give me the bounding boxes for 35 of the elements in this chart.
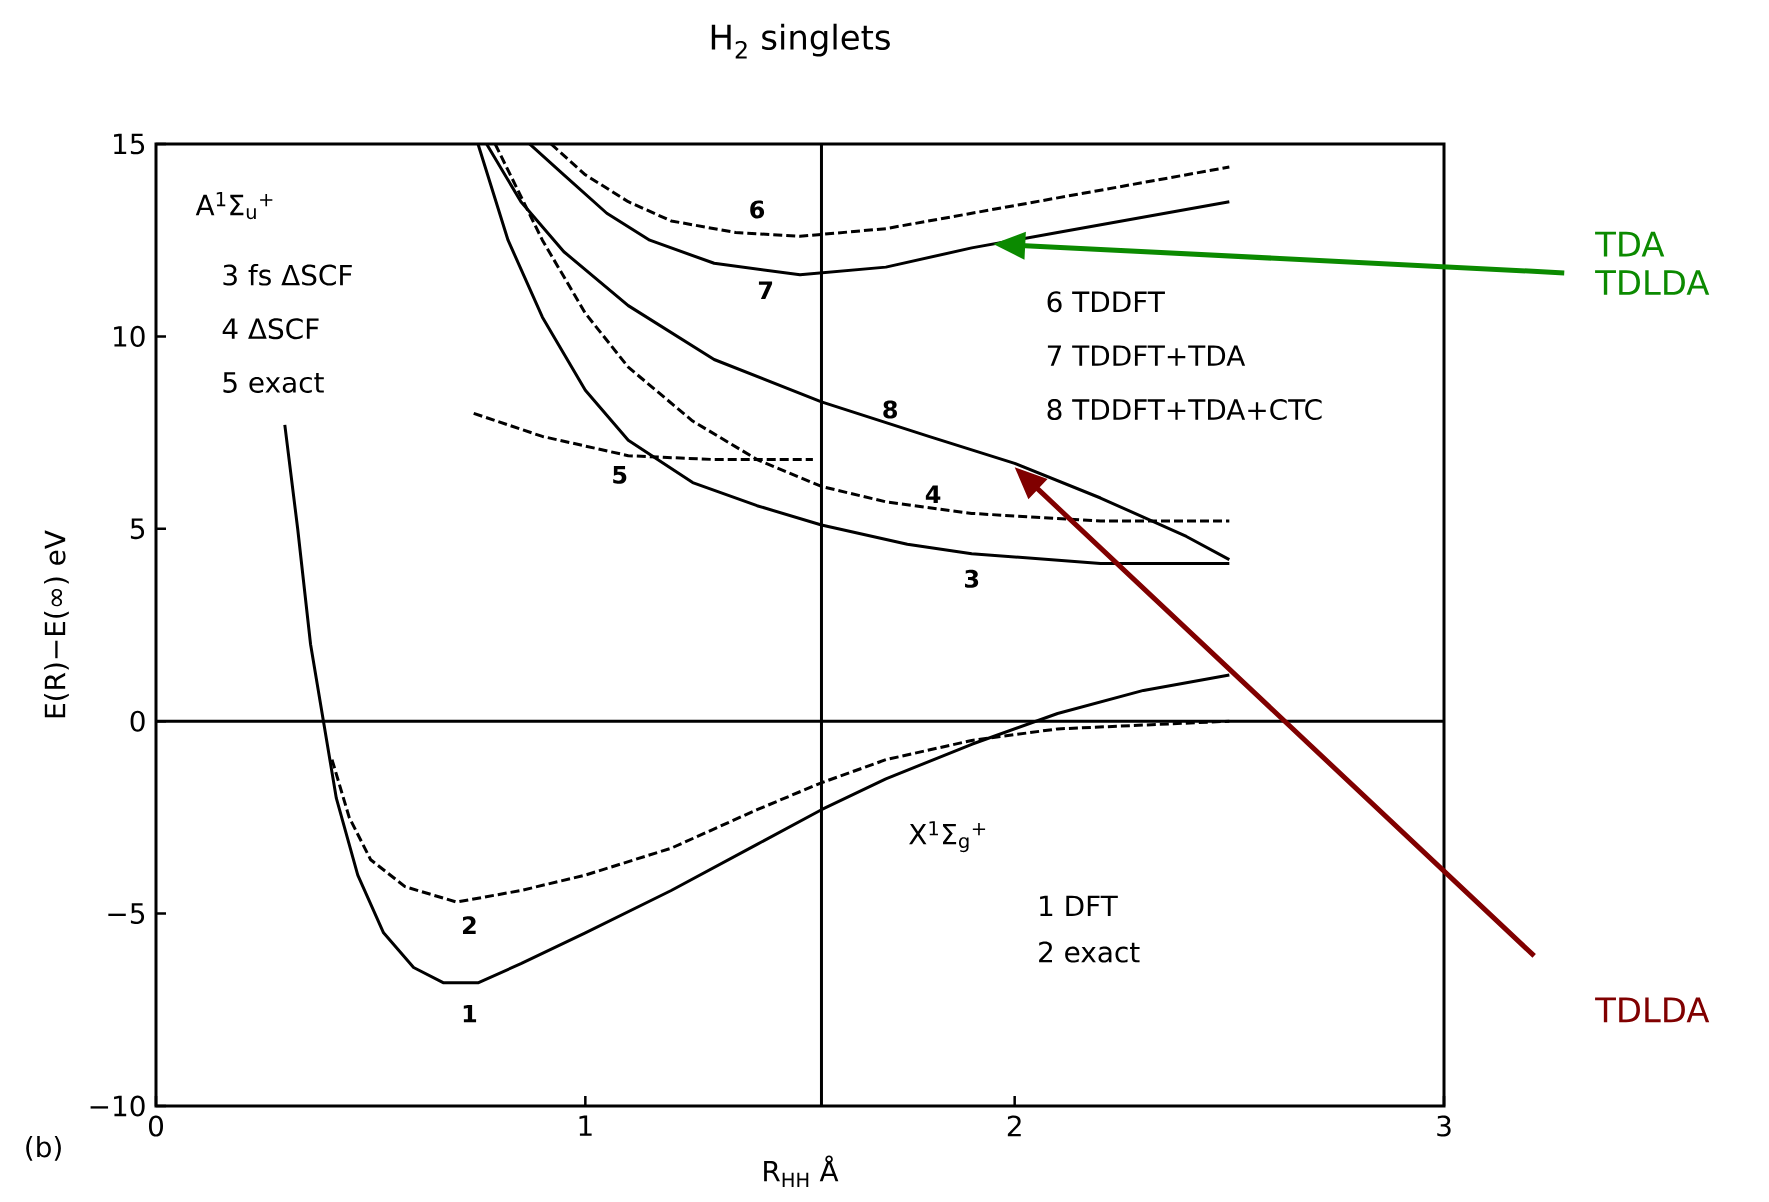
annotation: A$^{1}$Σ$_{u}$+ <box>195 191 273 220</box>
annotation: 1 <box>463 1004 477 1023</box>
annotation: 5 <box>613 466 627 484</box>
y-tick-label: −10 <box>90 1095 145 1117</box>
annotation: 4 ΔSCF <box>222 318 319 340</box>
annotation: 6 TDDFT <box>1047 291 1165 313</box>
annotation: 8 TDDFT+TDA+CTC <box>1047 398 1322 421</box>
text: TDA <box>1595 231 1665 257</box>
x-tick-label: 2 <box>1007 1115 1021 1137</box>
annotation: 6 <box>750 200 765 219</box>
y-tick-label: 15 <box>114 133 145 155</box>
y-tick-label: 5 <box>130 518 145 540</box>
annotation: 2 exact <box>1039 941 1140 963</box>
y-axis-title: E(R)−E(∞) eV <box>44 530 69 718</box>
annotation: 7 <box>758 281 773 299</box>
annotation: 7 TDDFT+TDA <box>1047 345 1246 366</box>
x-axis-title: R$_{HH}$ Å <box>764 1155 839 1187</box>
text: (b) <box>26 1135 61 1161</box>
annotation: 3 fs ΔSCF <box>223 264 352 286</box>
x-tick-label: 3 <box>1437 1115 1451 1137</box>
y-tick-label: 0 <box>130 710 145 732</box>
text: TDLDA <box>1595 270 1710 295</box>
annotation: 2 <box>462 916 476 935</box>
y-tick-label: −5 <box>108 903 145 924</box>
x-tick-label: 1 <box>579 1115 592 1136</box>
annotation: 8 <box>883 400 897 419</box>
annotation: 1 DFT <box>1040 895 1118 917</box>
x-tick-label: 0 <box>148 1115 164 1137</box>
annotation: 4 <box>925 485 941 503</box>
y-tick-label: 10 <box>114 325 145 347</box>
chart-title: H$_{2}$ singlets <box>711 23 890 59</box>
annotation: X$^{1}$Σ$_{g}$+ <box>909 821 986 853</box>
text: TDLDA <box>1595 997 1710 1023</box>
annotation: 5 exact <box>223 372 324 393</box>
annotation: 3 <box>965 569 979 588</box>
